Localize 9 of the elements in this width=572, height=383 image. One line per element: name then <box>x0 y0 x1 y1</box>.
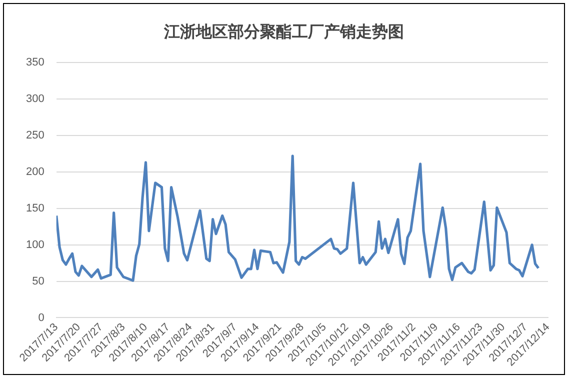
y-tick-label: 300 <box>26 93 44 106</box>
y-tick-label: 200 <box>26 166 44 178</box>
y-tick-label: 150 <box>26 202 44 214</box>
chart-title: 江浙地区部分聚酯工厂产销走势图 <box>163 22 405 43</box>
y-tick-label: 50 <box>32 275 44 288</box>
y-tick-label: 100 <box>26 238 44 251</box>
y-tick-label: 250 <box>26 130 44 142</box>
y-tick-label: 350 <box>26 56 44 69</box>
y-tick-label: 0 <box>38 312 44 324</box>
